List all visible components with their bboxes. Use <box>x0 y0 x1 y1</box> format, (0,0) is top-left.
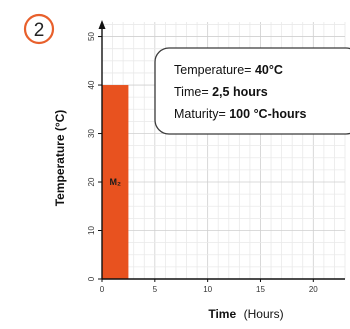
annotation-line-time: Time= 2,5 hours <box>174 85 268 99</box>
x-tick-label: 15 <box>256 285 265 294</box>
x-tick-label: 20 <box>309 285 318 294</box>
y-tick-label: 20 <box>87 177 96 186</box>
bar-m2 <box>102 85 129 279</box>
annotation-box <box>154 47 350 135</box>
x-tick-label: 5 <box>153 285 158 294</box>
badge-number: 2 <box>34 20 45 41</box>
annotation-time-label: Time= <box>174 85 212 99</box>
x-axis-label-bold: Time <box>208 307 236 321</box>
x-tick-label: 0 <box>100 285 105 294</box>
y-tick-labels: 0 10 20 30 40 50 <box>87 32 102 281</box>
annotation-maturity-label: Maturity= <box>174 107 229 121</box>
y-axis-label: Temperature (°C) <box>53 110 67 207</box>
y-tick-label: 40 <box>87 80 96 89</box>
annotation-temperature-label: Temperature= <box>174 63 255 77</box>
x-axis-label: Time (Hours) <box>208 305 283 322</box>
badge-circle <box>23 13 55 45</box>
annotation-maturity-value: 100 °C-hours <box>229 107 306 121</box>
bar-label-m2: M₂ <box>109 177 121 187</box>
y-tick-label: 30 <box>87 129 96 138</box>
y-tick-label: 0 <box>87 276 96 281</box>
annotation-line-maturity: Maturity= 100 °C-hours <box>174 107 307 121</box>
annotation-temperature-value: 40°C <box>255 63 283 77</box>
x-tick-label: 10 <box>203 285 212 294</box>
x-axis-label-unit: (Hours) <box>244 307 284 321</box>
axes <box>98 20 345 280</box>
y-axis-arrow <box>98 20 106 29</box>
x-tick-labels: 0 5 10 15 20 <box>100 279 318 294</box>
y-tick-label: 10 <box>87 226 96 235</box>
bars: M₂ <box>102 85 129 279</box>
annotation-line-temperature: Temperature= 40°C <box>174 63 283 77</box>
annotation-time-value: 2,5 hours <box>212 85 268 99</box>
y-tick-label: 50 <box>87 32 96 41</box>
